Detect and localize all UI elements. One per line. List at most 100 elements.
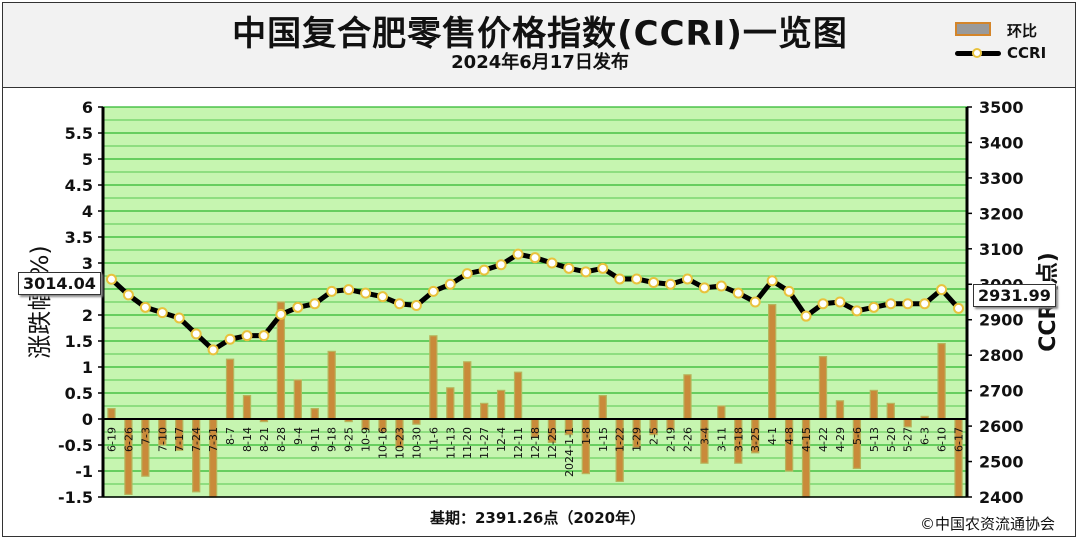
x-tick-label: 5-13 [868, 427, 881, 452]
right-tick-label: 3500 [979, 98, 1024, 117]
ccri-point [529, 252, 541, 264]
ccri-point [749, 296, 761, 308]
x-tick-label: 11-6 [427, 427, 440, 452]
left-tick-label: 5.5 [65, 124, 93, 143]
right-tick-label: 2700 [979, 382, 1024, 401]
bar [818, 356, 828, 420]
left-tick-label: 5 [82, 150, 93, 169]
bar [513, 371, 523, 420]
axes: -1.5-1-0.500.511.522.533.544.555.5624002… [26, 98, 1061, 507]
ccri-point [410, 300, 422, 312]
ccri-point [512, 248, 524, 260]
x-tick-label: 1-8 [580, 427, 593, 445]
x-tick-label: 10-30 [410, 427, 423, 459]
ccri-point [766, 275, 778, 287]
ccri-point [783, 285, 795, 297]
ccri-point [173, 312, 185, 324]
ccri-point [105, 273, 117, 285]
left-tick-label: 3.5 [65, 228, 93, 247]
x-tick-label: 2-26 [681, 427, 694, 452]
x-tick-label: 12-4 [495, 427, 508, 452]
ccri-point [292, 301, 304, 313]
x-tick-label: 10-23 [393, 427, 406, 459]
bar [480, 402, 489, 420]
left-tick-label: 4.5 [65, 176, 93, 195]
x-tick-label: 3-25 [749, 427, 762, 452]
x-tick-label: 6-17 [953, 427, 966, 452]
ccri-point [868, 301, 880, 313]
x-tick-label: 6-10 [936, 427, 949, 452]
ccri-point [614, 273, 626, 285]
ccri-point [122, 289, 134, 301]
legend-bar-label: 环比 [1007, 22, 1038, 40]
legend-item-line: CCRI [955, 42, 1065, 66]
bar [869, 389, 878, 420]
right-tick-label: 2800 [979, 346, 1024, 365]
last-value-callout: 2931.99 [973, 284, 1056, 307]
left-tick-label: 1.5 [65, 332, 93, 351]
bar [310, 408, 319, 420]
ccri-point [444, 278, 456, 290]
ccri-point [377, 291, 389, 303]
x-tick-label: 1-15 [597, 427, 610, 452]
legend-bar-swatch [955, 22, 991, 36]
left-tick-label: 4 [82, 202, 93, 221]
x-tick-label: 9-25 [343, 427, 356, 452]
bar [835, 400, 845, 420]
ccri-point [393, 298, 405, 310]
left-axis-title: 涨跌幅(%) [26, 245, 54, 359]
ccri-point [885, 298, 897, 310]
x-tick-label: 11-27 [478, 427, 491, 459]
line-series [105, 248, 965, 356]
ccri-point [139, 301, 151, 313]
right-tick-label: 2500 [979, 453, 1024, 472]
x-tick-label: 2024-1-1 [563, 427, 576, 477]
x-tick-label: 5-6 [851, 427, 864, 445]
bar [293, 379, 302, 420]
ccri-point [648, 277, 660, 288]
x-tick-label: 11-13 [444, 427, 457, 459]
x-tick-label: 9-18 [326, 427, 339, 452]
bar [903, 418, 912, 428]
left-tick-label: 3 [82, 254, 93, 273]
ccri-point [953, 302, 965, 314]
x-tick-label: 2-19 [665, 427, 678, 452]
ccri-point [851, 305, 863, 317]
bar [463, 361, 472, 420]
ccri-point [241, 330, 253, 342]
x-tick-label: 3-18 [732, 427, 745, 452]
ccri-point [360, 287, 372, 299]
x-tick-label: 6-26 [122, 427, 135, 452]
x-tick-label: 3-11 [715, 427, 728, 452]
bar [225, 358, 235, 420]
x-tick-label: 7-3 [139, 427, 152, 445]
bar [937, 343, 946, 420]
x-tick-label: 4-22 [817, 427, 830, 452]
ccri-point [681, 273, 693, 285]
x-tick-label: 5-20 [885, 427, 898, 452]
bar [429, 335, 438, 420]
ccri-point [715, 280, 727, 292]
ccri-point [275, 308, 287, 320]
ccri-point [597, 262, 609, 274]
x-tick-label: 9-4 [292, 427, 305, 445]
x-tick-label: 12-18 [529, 427, 542, 459]
ccri-point [478, 264, 490, 276]
ccri-point [427, 285, 439, 297]
right-tick-label: 3300 [979, 169, 1024, 188]
first-value-callout: 3014.04 [18, 272, 101, 295]
bar [598, 395, 607, 420]
legend: 环比 CCRI [955, 18, 1065, 66]
ccri-point [207, 344, 219, 356]
ccri-point [326, 285, 338, 297]
left-tick-label: 2 [82, 306, 93, 325]
left-tick-label: 0 [82, 410, 93, 429]
bar [496, 389, 506, 420]
ccri-point [919, 298, 931, 310]
legend-line-marker [972, 48, 982, 58]
x-tick-label: 7-24 [190, 427, 203, 452]
right-tick-label: 2600 [979, 417, 1024, 436]
legend-item-bar: 环比 [955, 18, 1065, 42]
x-tick-label: 6-3 [919, 427, 932, 445]
